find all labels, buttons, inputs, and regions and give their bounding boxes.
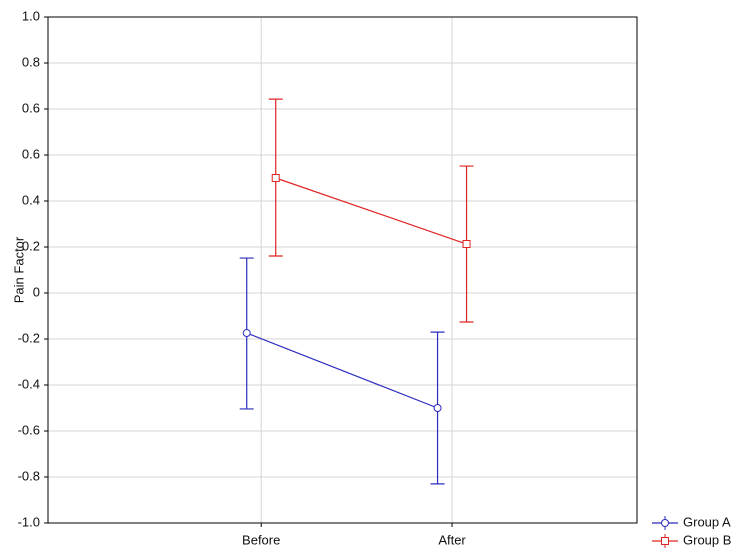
y-tick-label: -0.4	[18, 376, 40, 391]
series-line	[246, 332, 438, 409]
y-tick-label: 0.4	[22, 192, 40, 207]
legend-label: Group A	[683, 514, 731, 529]
legend-marker	[661, 537, 669, 545]
y-tick-label: 0.6	[22, 146, 40, 161]
y-tick-label: -0.2	[18, 330, 40, 345]
plot-frame	[47, 16, 638, 524]
y-tick-label: -0.6	[18, 422, 40, 437]
series-line	[275, 177, 467, 245]
legend-marker	[661, 519, 669, 527]
y-tick-label: 0.8	[22, 54, 40, 69]
point	[462, 240, 471, 249]
point	[271, 174, 280, 182]
point	[242, 329, 251, 338]
y-axis-label: Pain Factor	[11, 236, 26, 303]
point	[433, 404, 442, 412]
y-tick-label: 1.0	[22, 8, 40, 23]
y-tick-label: -0.8	[18, 468, 40, 483]
y-tick-label: 0	[33, 284, 40, 299]
x-tick-label: Before	[242, 532, 280, 547]
y-tick-label: 0.6	[22, 100, 40, 115]
y-tick-label: -1.0	[18, 514, 40, 529]
legend-label: Group B	[683, 532, 731, 547]
y-tick-label: 0.2	[22, 238, 40, 253]
x-tick-label: After	[438, 532, 466, 547]
